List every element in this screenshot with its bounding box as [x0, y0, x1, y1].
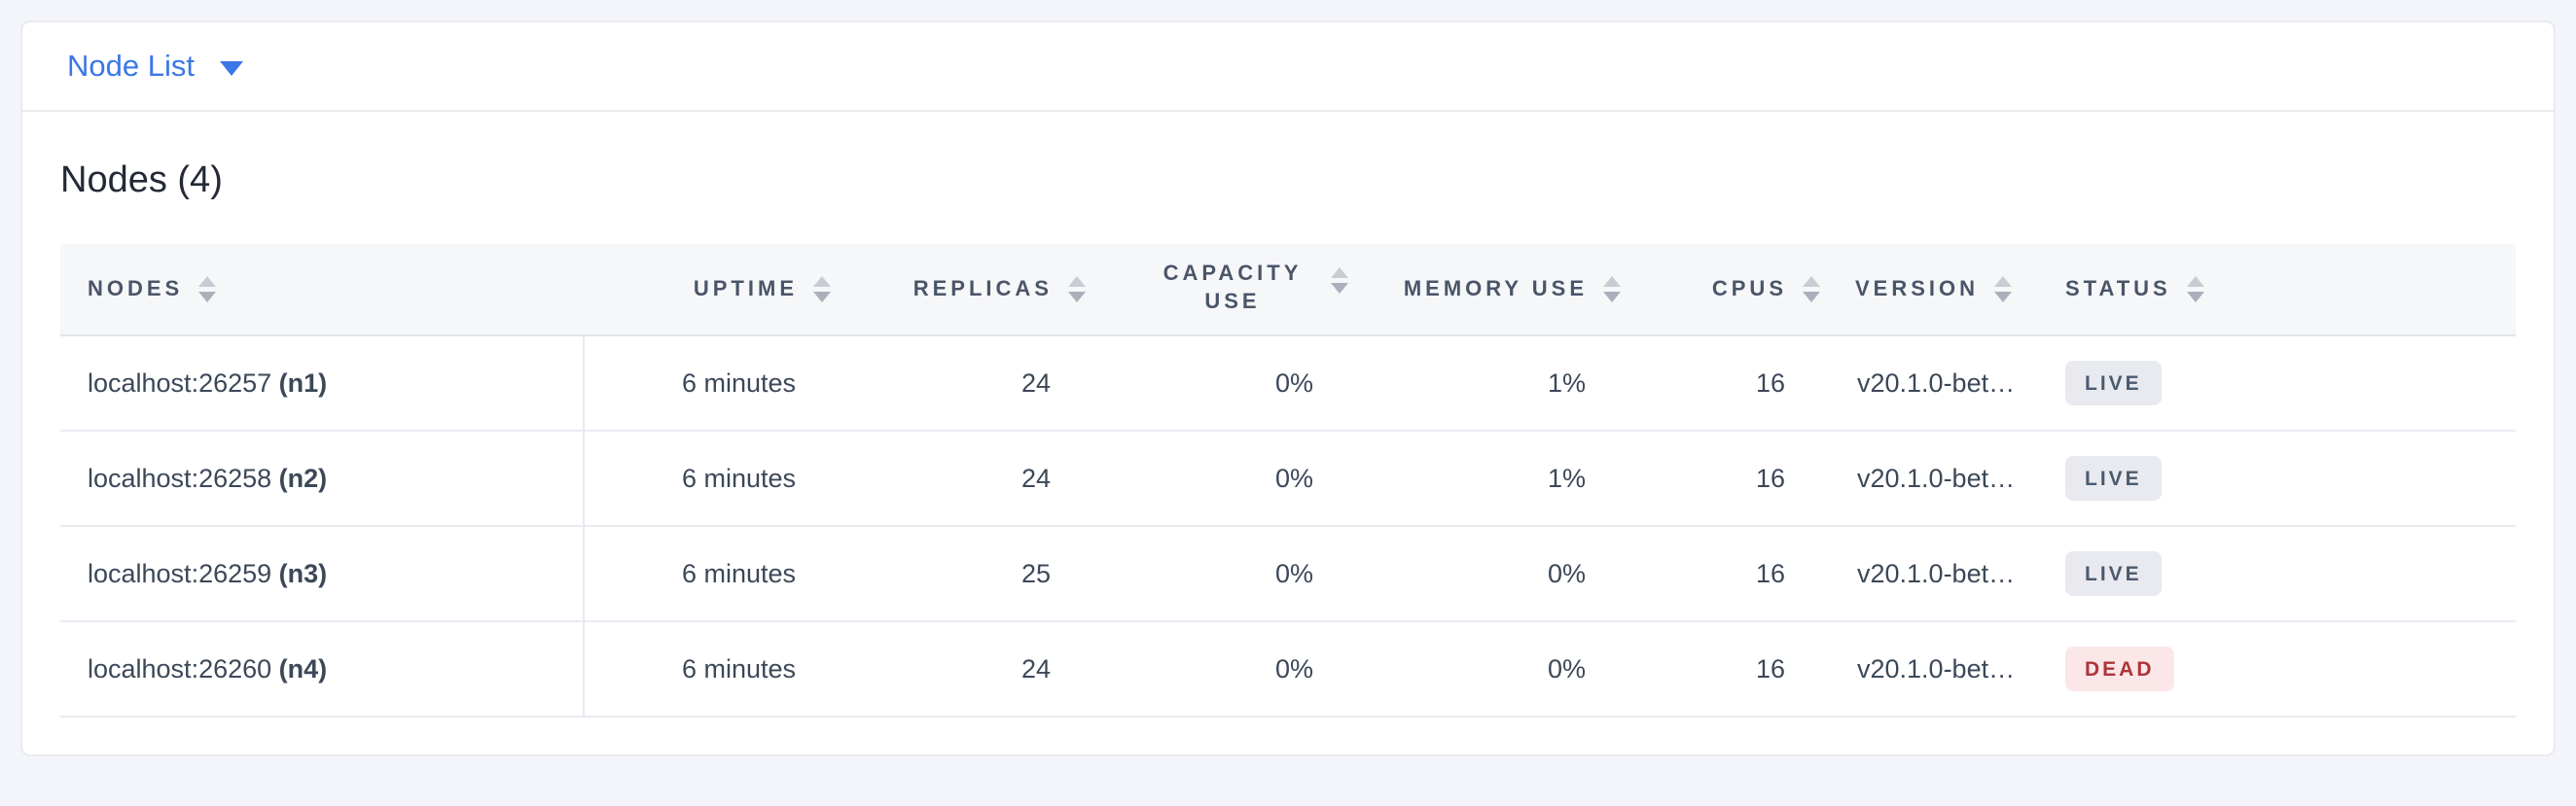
node-address: localhost:26257	[88, 368, 272, 398]
status-badge: LIVE	[2065, 456, 2162, 501]
sort-icon	[1068, 276, 1086, 302]
table-row: localhost:26260 (n4) 6 minutes 24 0% 0% …	[60, 621, 2516, 718]
node-address-cell: localhost:26260 (n4)	[60, 621, 585, 718]
memory-use-cell: 0%	[1374, 526, 1646, 622]
node-address-cell: localhost:26259 (n3)	[60, 526, 585, 622]
version-cell: v20.1.0-bet…	[1845, 431, 2050, 527]
column-header-uptime[interactable]: UPTIME	[584, 244, 856, 336]
node-id: (n2)	[278, 463, 328, 493]
node-id: (n1)	[278, 368, 328, 398]
uptime-cell: 6 minutes	[584, 621, 856, 718]
nodes-table: NODES UPTIME REPLICAS	[60, 244, 2516, 718]
column-header-memory-use[interactable]: MEMORY USE	[1374, 244, 1646, 336]
sort-icon	[198, 276, 217, 302]
capacity-use-cell: 0%	[1111, 621, 1374, 718]
page-header-bar: Node List	[20, 20, 2556, 112]
node-id: (n3)	[278, 558, 328, 588]
capacity-use-cell: 0%	[1111, 335, 1374, 432]
uptime-cell: 6 minutes	[584, 526, 856, 622]
cpus-cell: 16	[1646, 621, 1845, 718]
cpus-cell: 16	[1646, 335, 1845, 432]
column-header-cpus[interactable]: CPUS	[1646, 244, 1845, 336]
sort-icon	[2186, 276, 2204, 302]
column-header-version[interactable]: VERSION	[1845, 244, 2050, 336]
sort-icon	[1994, 276, 2013, 302]
table-row: localhost:26257 (n1) 6 minutes 24 0% 1% …	[60, 335, 2516, 432]
capacity-use-cell: 0%	[1111, 431, 1374, 527]
node-address: localhost:26258	[88, 463, 272, 493]
node-id: (n4)	[278, 653, 328, 683]
node-address-cell: localhost:26258 (n2)	[60, 431, 585, 527]
status-cell: LIVE	[2050, 335, 2516, 432]
replicas-cell: 24	[856, 335, 1111, 432]
cpus-cell: 16	[1646, 431, 1845, 527]
status-cell: LIVE	[2050, 526, 2516, 622]
sort-icon	[1603, 276, 1621, 302]
memory-use-cell: 0%	[1374, 621, 1646, 718]
replicas-cell: 24	[856, 431, 1111, 527]
status-badge: LIVE	[2065, 551, 2162, 596]
memory-use-cell: 1%	[1374, 431, 1646, 527]
version-cell: v20.1.0-bet…	[1845, 335, 2050, 432]
capacity-use-cell: 0%	[1111, 526, 1374, 622]
replicas-cell: 24	[856, 621, 1111, 718]
version-cell: v20.1.0-bet…	[1845, 526, 2050, 622]
uptime-cell: 6 minutes	[584, 335, 856, 432]
nodes-panel: Nodes (4) NODES UPTIM	[20, 112, 2556, 756]
status-badge: DEAD	[2065, 647, 2174, 691]
status-cell: LIVE	[2050, 431, 2516, 527]
column-header-nodes[interactable]: NODES	[60, 244, 584, 336]
status-badge: LIVE	[2065, 361, 2162, 405]
chevron-down-icon	[219, 60, 243, 76]
column-header-status[interactable]: STATUS	[2050, 244, 2516, 336]
node-address: localhost:26260	[88, 653, 272, 683]
sort-icon	[1803, 276, 1820, 302]
column-header-replicas[interactable]: REPLICAS	[856, 244, 1111, 336]
column-header-capacity-use[interactable]: CAPACITY USE	[1111, 244, 1374, 336]
replicas-cell: 25	[856, 526, 1111, 622]
memory-use-cell: 1%	[1374, 335, 1646, 432]
sort-icon	[813, 276, 831, 302]
status-cell: DEAD	[2050, 621, 2516, 718]
uptime-cell: 6 minutes	[584, 431, 856, 527]
node-address-cell: localhost:26257 (n1)	[60, 335, 585, 432]
sort-icon	[1331, 267, 1348, 294]
version-cell: v20.1.0-bet…	[1845, 621, 2050, 718]
view-dropdown-label: Node List	[67, 49, 195, 83]
table-header-row: NODES UPTIME REPLICAS	[60, 244, 2516, 336]
table-row: localhost:26259 (n3) 6 minutes 25 0% 0% …	[60, 526, 2516, 622]
view-dropdown[interactable]: Node List	[67, 49, 243, 84]
table-row: localhost:26258 (n2) 6 minutes 24 0% 1% …	[60, 431, 2516, 527]
page-title: Nodes (4)	[60, 159, 223, 200]
node-address: localhost:26259	[88, 558, 272, 588]
cpus-cell: 16	[1646, 526, 1845, 622]
